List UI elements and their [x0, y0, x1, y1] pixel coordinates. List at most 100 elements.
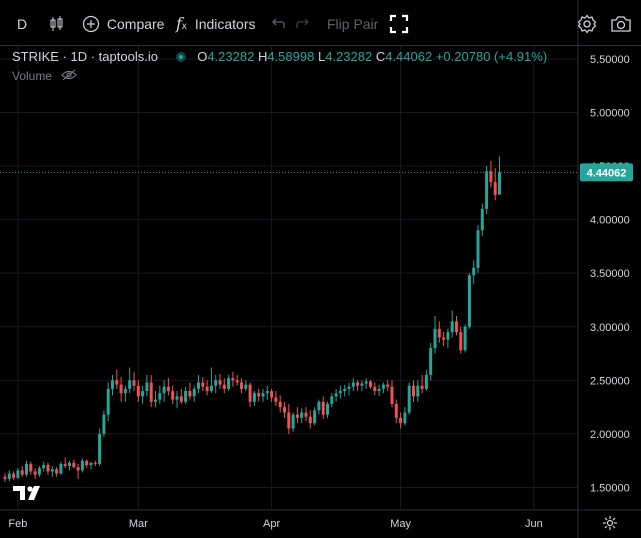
candle-body	[283, 407, 286, 413]
candle-body	[304, 412, 308, 417]
candle	[248, 382, 252, 408]
time-tick-label: Feb	[8, 518, 27, 530]
candle-body	[356, 382, 360, 386]
candle	[377, 384, 381, 397]
candle	[149, 374, 153, 408]
candle	[283, 401, 286, 418]
candle	[141, 385, 145, 404]
indicators-button[interactable]: fx Indicators	[176, 14, 256, 33]
candle	[386, 380, 390, 392]
candle-body	[132, 380, 136, 386]
candle-body	[46, 464, 50, 472]
candle-body	[80, 460, 84, 471]
candle-body	[63, 463, 67, 467]
high-value: 4.58998	[267, 49, 315, 64]
candle	[347, 382, 351, 396]
candle	[403, 407, 407, 426]
candle	[399, 412, 403, 429]
candle	[343, 384, 347, 397]
candle-body	[386, 384, 390, 387]
price-axis[interactable]: 1.50000 2.00000 2.50000 3.00000 3.50000 4.000…	[577, 0, 633, 538]
candle-body	[222, 384, 226, 389]
candle-body	[240, 382, 243, 389]
redo-icon[interactable]	[295, 14, 311, 34]
candle	[115, 369, 119, 389]
candle	[158, 385, 162, 404]
candle-body	[33, 471, 37, 475]
candle-body	[270, 391, 274, 398]
fullscreen-icon[interactable]	[389, 14, 409, 34]
candle-body	[16, 470, 20, 478]
price-tick-label: 2.00000	[590, 429, 630, 441]
candle	[317, 399, 321, 415]
candle-body	[446, 332, 450, 340]
candle	[261, 388, 265, 402]
candle-body	[12, 473, 16, 478]
close-key: C	[375, 49, 386, 64]
candle-body	[106, 388, 110, 415]
candle-body	[252, 393, 256, 402]
candle	[356, 380, 360, 392]
candle	[493, 168, 497, 201]
tradingview-logo[interactable]	[12, 484, 46, 502]
candle-body	[334, 393, 338, 397]
indicators-label: Indicators	[194, 16, 256, 32]
volume-indicator[interactable]: Volume	[12, 69, 78, 83]
candle	[455, 316, 458, 336]
candle-body	[227, 378, 231, 389]
time-axis[interactable]: Feb Mar Apr May Jun	[0, 509, 641, 530]
auto-scale-settings-icon[interactable]	[602, 515, 618, 531]
candle	[59, 461, 63, 475]
interval-label: D	[17, 16, 28, 32]
candle	[42, 461, 46, 472]
close-value: 4.44062	[385, 49, 433, 64]
price-tick-label: 5.50000	[590, 54, 630, 66]
candle-body	[437, 328, 441, 338]
candle	[214, 374, 218, 394]
candle	[424, 369, 428, 392]
candle-body	[7, 473, 11, 479]
candle	[29, 461, 33, 475]
last-price-label: 4.44062	[587, 167, 627, 179]
candle	[184, 386, 188, 404]
candle	[429, 342, 433, 381]
candle-type-icon[interactable]	[49, 14, 65, 34]
candle-body	[476, 230, 480, 268]
candle-body	[209, 385, 213, 392]
candle	[128, 367, 132, 394]
candle	[278, 395, 282, 413]
candle	[93, 460, 97, 467]
flip-pair-button[interactable]: Flip Pair	[327, 14, 378, 34]
candle-body	[59, 463, 63, 474]
candle	[68, 460, 71, 471]
flip-pair-label: Flip Pair	[327, 16, 379, 32]
compare-button[interactable]: Compare	[82, 14, 164, 34]
candle-body	[364, 381, 368, 384]
candle-body	[201, 382, 205, 387]
candle-body	[37, 468, 41, 475]
candle	[162, 380, 166, 402]
candle	[179, 388, 183, 404]
candle	[175, 391, 179, 409]
hide-eye-icon[interactable]	[61, 69, 78, 81]
symbol-title[interactable]: STRIKE · 1D · taptools.io	[12, 49, 158, 64]
camera-icon[interactable]	[610, 14, 632, 34]
candle-body	[55, 469, 59, 474]
candle-body	[424, 374, 428, 389]
candle	[123, 385, 127, 402]
candle-body	[197, 382, 200, 389]
candle	[3, 473, 7, 483]
candle	[450, 310, 454, 338]
undo-icon[interactable]	[270, 14, 286, 34]
candle-body	[390, 386, 394, 404]
candle-body	[179, 396, 183, 402]
candle-body	[343, 388, 347, 392]
candle	[326, 401, 329, 418]
candle	[63, 457, 67, 469]
candle-body	[394, 403, 398, 418]
settings-gear-icon[interactable]	[577, 14, 597, 34]
candle	[76, 463, 80, 479]
candle-body	[29, 463, 33, 472]
interval-button[interactable]: D	[17, 14, 27, 34]
